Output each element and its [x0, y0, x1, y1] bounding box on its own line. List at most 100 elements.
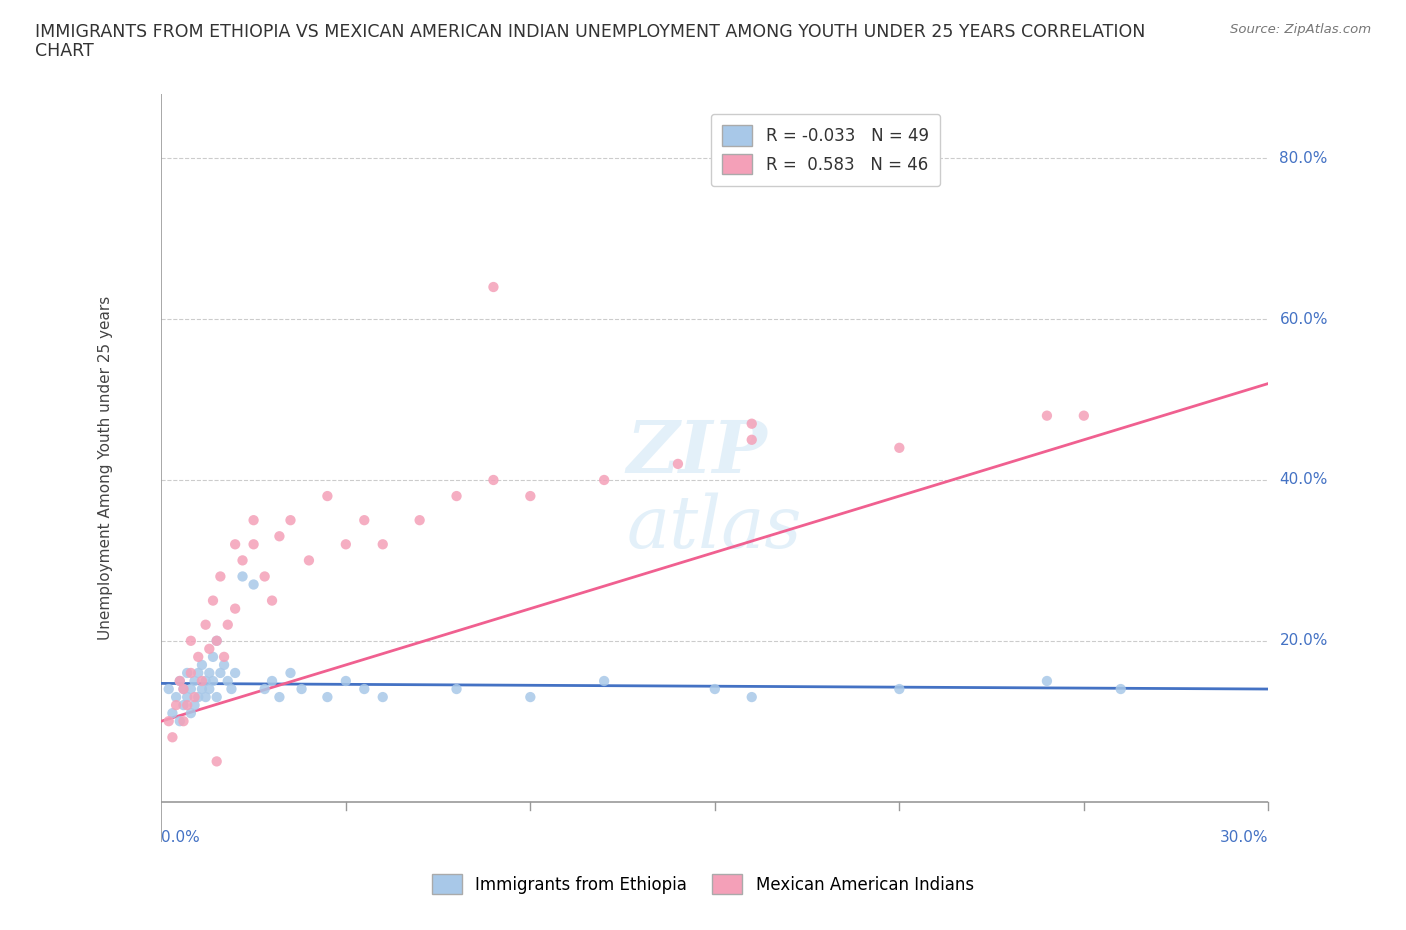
Legend: R = -0.033   N = 49, R =  0.583   N = 46: R = -0.033 N = 49, R = 0.583 N = 46 [710, 113, 941, 186]
Point [269, 529, 291, 544]
Text: IMMIGRANTS FROM ETHIOPIA VS MEXICAN AMERICAN INDIAN UNEMPLOYMENT AMONG YOUTH UND: IMMIGRANTS FROM ETHIOPIA VS MEXICAN AMER… [35, 23, 1146, 41]
Point [253, 569, 276, 584]
Legend: Immigrants from Ethiopia, Mexican American Indians: Immigrants from Ethiopia, Mexican Americ… [419, 861, 987, 908]
Point [280, 666, 302, 681]
Point [666, 457, 689, 472]
Point [253, 682, 276, 697]
Point [353, 512, 375, 527]
Point [593, 673, 616, 688]
Point [191, 673, 214, 688]
Point [176, 690, 198, 705]
Point [269, 690, 291, 705]
Point [183, 690, 205, 705]
Point [224, 666, 246, 681]
Point [242, 578, 264, 592]
Text: Unemployment Among Youth under 25 years: Unemployment Among Youth under 25 years [98, 296, 114, 640]
Point [290, 682, 312, 697]
Point [231, 553, 253, 568]
Point [889, 441, 911, 456]
Text: 40.0%: 40.0% [1279, 472, 1327, 487]
Point [198, 642, 221, 657]
Point [1036, 408, 1059, 423]
Point [157, 682, 180, 697]
Point [183, 698, 205, 712]
Point [260, 673, 283, 688]
Point [201, 649, 224, 664]
Point [231, 569, 253, 584]
Text: CHART: CHART [35, 42, 94, 60]
Point [172, 698, 194, 712]
Point [162, 706, 184, 721]
Point [353, 682, 375, 697]
Point [176, 666, 198, 681]
Text: 0.0%: 0.0% [162, 830, 200, 844]
Point [194, 673, 217, 688]
Point [201, 593, 224, 608]
Point [519, 690, 541, 705]
Point [198, 666, 221, 681]
Point [209, 569, 232, 584]
Point [169, 673, 191, 688]
Point [205, 633, 228, 648]
Point [187, 649, 209, 664]
Point [335, 673, 357, 688]
Point [183, 673, 205, 688]
Point [176, 698, 198, 712]
Text: 30.0%: 30.0% [1220, 830, 1268, 844]
Point [741, 690, 763, 705]
Point [221, 682, 243, 697]
Point [180, 682, 202, 697]
Point [242, 512, 264, 527]
Point [741, 432, 763, 447]
Text: 80.0%: 80.0% [1279, 151, 1327, 166]
Point [172, 682, 194, 697]
Point [205, 754, 228, 769]
Point [1109, 682, 1132, 697]
Point [198, 682, 221, 697]
Point [593, 472, 616, 487]
Point [212, 649, 235, 664]
Text: 20.0%: 20.0% [1279, 633, 1327, 648]
Point [224, 601, 246, 616]
Point [165, 690, 187, 705]
Point [187, 666, 209, 681]
Point [191, 658, 214, 672]
Point [205, 690, 228, 705]
Point [260, 593, 283, 608]
Point [194, 690, 217, 705]
Point [201, 673, 224, 688]
Point [180, 666, 202, 681]
Point [482, 280, 505, 295]
Text: ZIP: ZIP [626, 418, 768, 488]
Text: 60.0%: 60.0% [1279, 312, 1327, 326]
Point [205, 633, 228, 648]
Point [316, 488, 339, 503]
Point [212, 658, 235, 672]
Point [217, 673, 239, 688]
Point [741, 417, 763, 432]
Point [180, 706, 202, 721]
Text: Source: ZipAtlas.com: Source: ZipAtlas.com [1230, 23, 1371, 36]
Point [408, 512, 430, 527]
Point [298, 553, 321, 568]
Point [371, 690, 394, 705]
Point [209, 666, 232, 681]
Point [482, 472, 505, 487]
Point [446, 488, 468, 503]
Point [162, 730, 184, 745]
Point [165, 698, 187, 712]
Point [172, 713, 194, 728]
Point [172, 682, 194, 697]
Point [1036, 673, 1059, 688]
Point [889, 682, 911, 697]
Point [335, 537, 357, 551]
Text: atlas: atlas [626, 493, 801, 563]
Point [191, 682, 214, 697]
Point [224, 537, 246, 551]
Point [187, 690, 209, 705]
Point [519, 488, 541, 503]
Point [157, 713, 180, 728]
Point [1073, 408, 1095, 423]
Point [703, 682, 725, 697]
Point [242, 537, 264, 551]
